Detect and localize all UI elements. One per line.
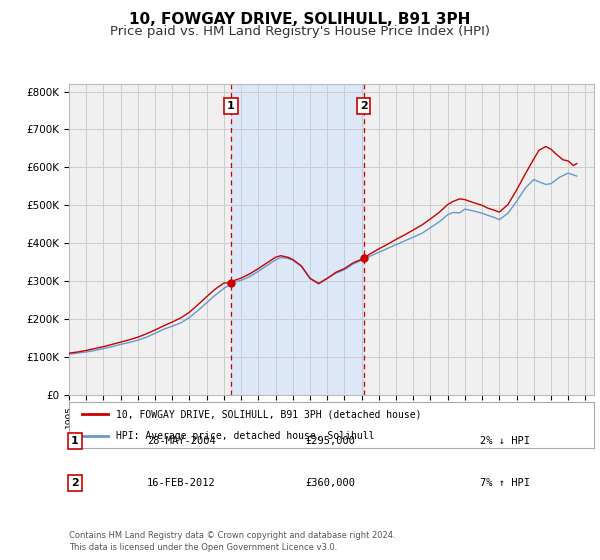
Text: 1: 1 xyxy=(71,436,79,446)
Bar xyxy=(231,84,364,395)
Text: 2: 2 xyxy=(71,478,79,488)
Text: This data is licensed under the Open Government Licence v3.0.: This data is licensed under the Open Gov… xyxy=(69,543,337,552)
Text: 2: 2 xyxy=(360,101,368,111)
Text: 16-FEB-2012: 16-FEB-2012 xyxy=(147,478,216,488)
Text: 10, FOWGAY DRIVE, SOLIHULL, B91 3PH (detached house): 10, FOWGAY DRIVE, SOLIHULL, B91 3PH (det… xyxy=(116,409,422,419)
Text: Price paid vs. HM Land Registry's House Price Index (HPI): Price paid vs. HM Land Registry's House … xyxy=(110,25,490,38)
Text: 2% ↓ HPI: 2% ↓ HPI xyxy=(480,436,530,446)
Text: 28-MAY-2004: 28-MAY-2004 xyxy=(147,436,216,446)
Text: 7% ↑ HPI: 7% ↑ HPI xyxy=(480,478,530,488)
Text: £295,000: £295,000 xyxy=(305,436,355,446)
Text: 10, FOWGAY DRIVE, SOLIHULL, B91 3PH: 10, FOWGAY DRIVE, SOLIHULL, B91 3PH xyxy=(130,12,470,27)
Text: HPI: Average price, detached house, Solihull: HPI: Average price, detached house, Soli… xyxy=(116,431,375,441)
Text: 1: 1 xyxy=(227,101,235,111)
Text: £360,000: £360,000 xyxy=(305,478,355,488)
Text: Contains HM Land Registry data © Crown copyright and database right 2024.: Contains HM Land Registry data © Crown c… xyxy=(69,531,395,540)
